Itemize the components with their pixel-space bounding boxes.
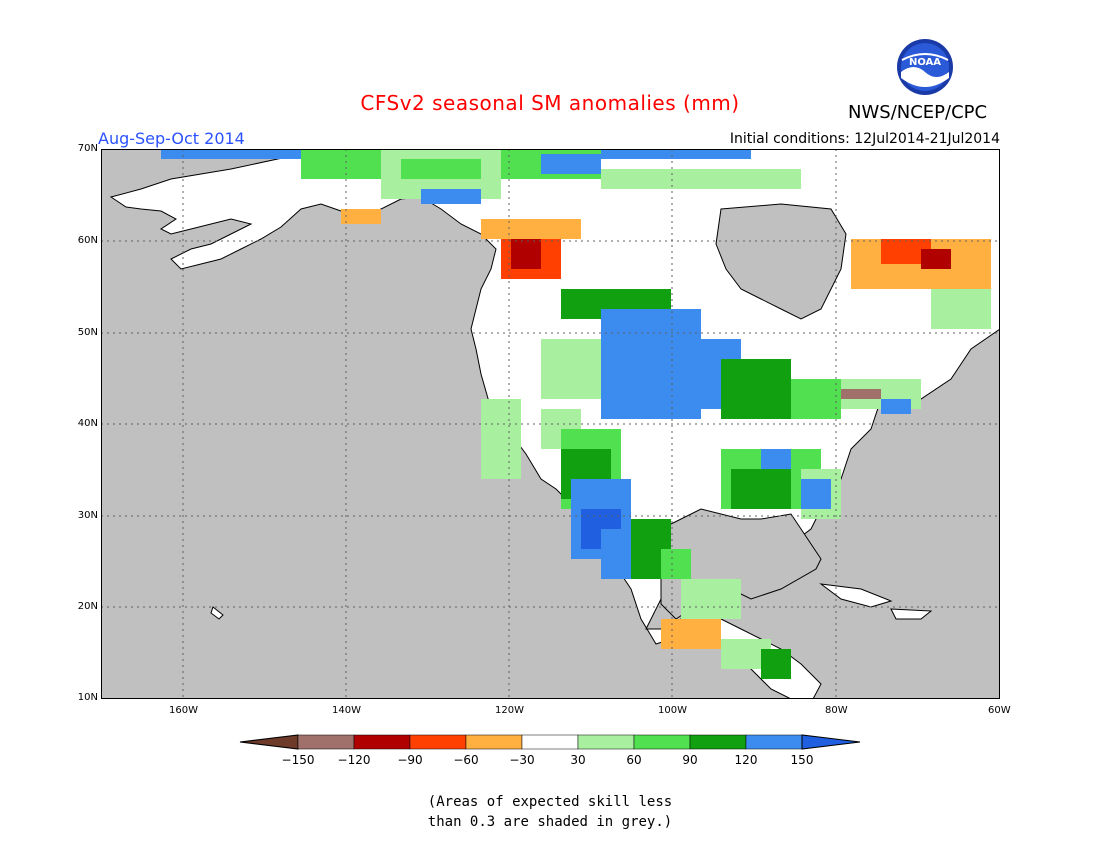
lat-axis: 70N 60N 50N 40N 30N 20N 10N xyxy=(62,143,98,703)
hawaii xyxy=(210,606,224,620)
legend-bins xyxy=(239,734,861,750)
lat-label-20n: 20N xyxy=(77,601,98,612)
footnote-line-1: (Areas of expected skill less xyxy=(427,794,673,810)
lat-label-40n: 40N xyxy=(77,418,98,429)
legend-tick-label: −150 xyxy=(282,753,315,767)
legend-bin xyxy=(465,734,523,750)
legend-tick-label: 150 xyxy=(791,753,814,767)
legend-bin xyxy=(297,734,355,750)
lon-label-120w: 120W xyxy=(495,705,524,716)
color-legend: −150 −120 −90 −60 −30 30 60 90 120 150 xyxy=(239,734,861,767)
legend-tick-label: −120 xyxy=(338,753,371,767)
anomaly-map xyxy=(101,149,1000,699)
legend-tick-label: 120 xyxy=(735,753,758,767)
legend-bin xyxy=(521,734,579,750)
legend-arrow-low xyxy=(239,734,299,750)
cuba xyxy=(819,583,893,608)
legend-tick-label: −90 xyxy=(397,753,422,767)
lon-axis: 160W 140W 120W 100W 80W 60W xyxy=(101,705,1021,721)
lon-label-80w: 80W xyxy=(825,705,848,716)
graticule xyxy=(101,149,1000,699)
forecast-period: Aug-Sep-Oct 2014 xyxy=(98,129,245,148)
lat-label-70n: 70N xyxy=(77,143,98,154)
lon-label-160w: 160W xyxy=(169,705,198,716)
lat-label-30n: 30N xyxy=(77,510,98,521)
legend-tick-label: 90 xyxy=(682,753,697,767)
noaa-logo: NOAA xyxy=(897,39,953,95)
legend-bin xyxy=(353,734,411,750)
legend-bin xyxy=(745,734,803,750)
footnote: (Areas of expected skill less than 0.3 a… xyxy=(0,792,1100,832)
logo-text: NOAA xyxy=(909,57,941,68)
lat-label-60n: 60N xyxy=(77,235,98,246)
hispaniola xyxy=(890,608,933,620)
legend-tick-label: −30 xyxy=(509,753,534,767)
chart-title: CFSv2 seasonal SM anomalies (mm) xyxy=(360,91,740,115)
footnote-line-2: than 0.3 are shaded in grey.) xyxy=(427,814,673,830)
legend-ticks: −150 −120 −90 −60 −30 30 60 90 120 150 xyxy=(282,753,814,767)
legend-tick-label: 30 xyxy=(570,753,585,767)
lon-label-140w: 140W xyxy=(332,705,361,716)
hudson-bay xyxy=(715,203,847,320)
legend-bin xyxy=(633,734,691,750)
legend-bin xyxy=(577,734,635,750)
anomaly-cells xyxy=(161,149,991,679)
legend-bin xyxy=(409,734,467,750)
map-frame xyxy=(101,149,1000,699)
legend-arrow-high xyxy=(801,734,861,750)
lon-label-100w: 100W xyxy=(658,705,687,716)
lon-label-60w: 60W xyxy=(988,705,1011,716)
legend-tick-label: −60 xyxy=(453,753,478,767)
lat-label-50n: 50N xyxy=(77,327,98,338)
initial-conditions: Initial conditions: 12Jul2014-21Jul2014 xyxy=(729,131,1000,147)
legend-bin xyxy=(689,734,747,750)
legend-tick-label: 60 xyxy=(626,753,641,767)
lat-label-10n: 10N xyxy=(77,692,98,703)
agency-label: NWS/NCEP/CPC xyxy=(848,102,988,123)
